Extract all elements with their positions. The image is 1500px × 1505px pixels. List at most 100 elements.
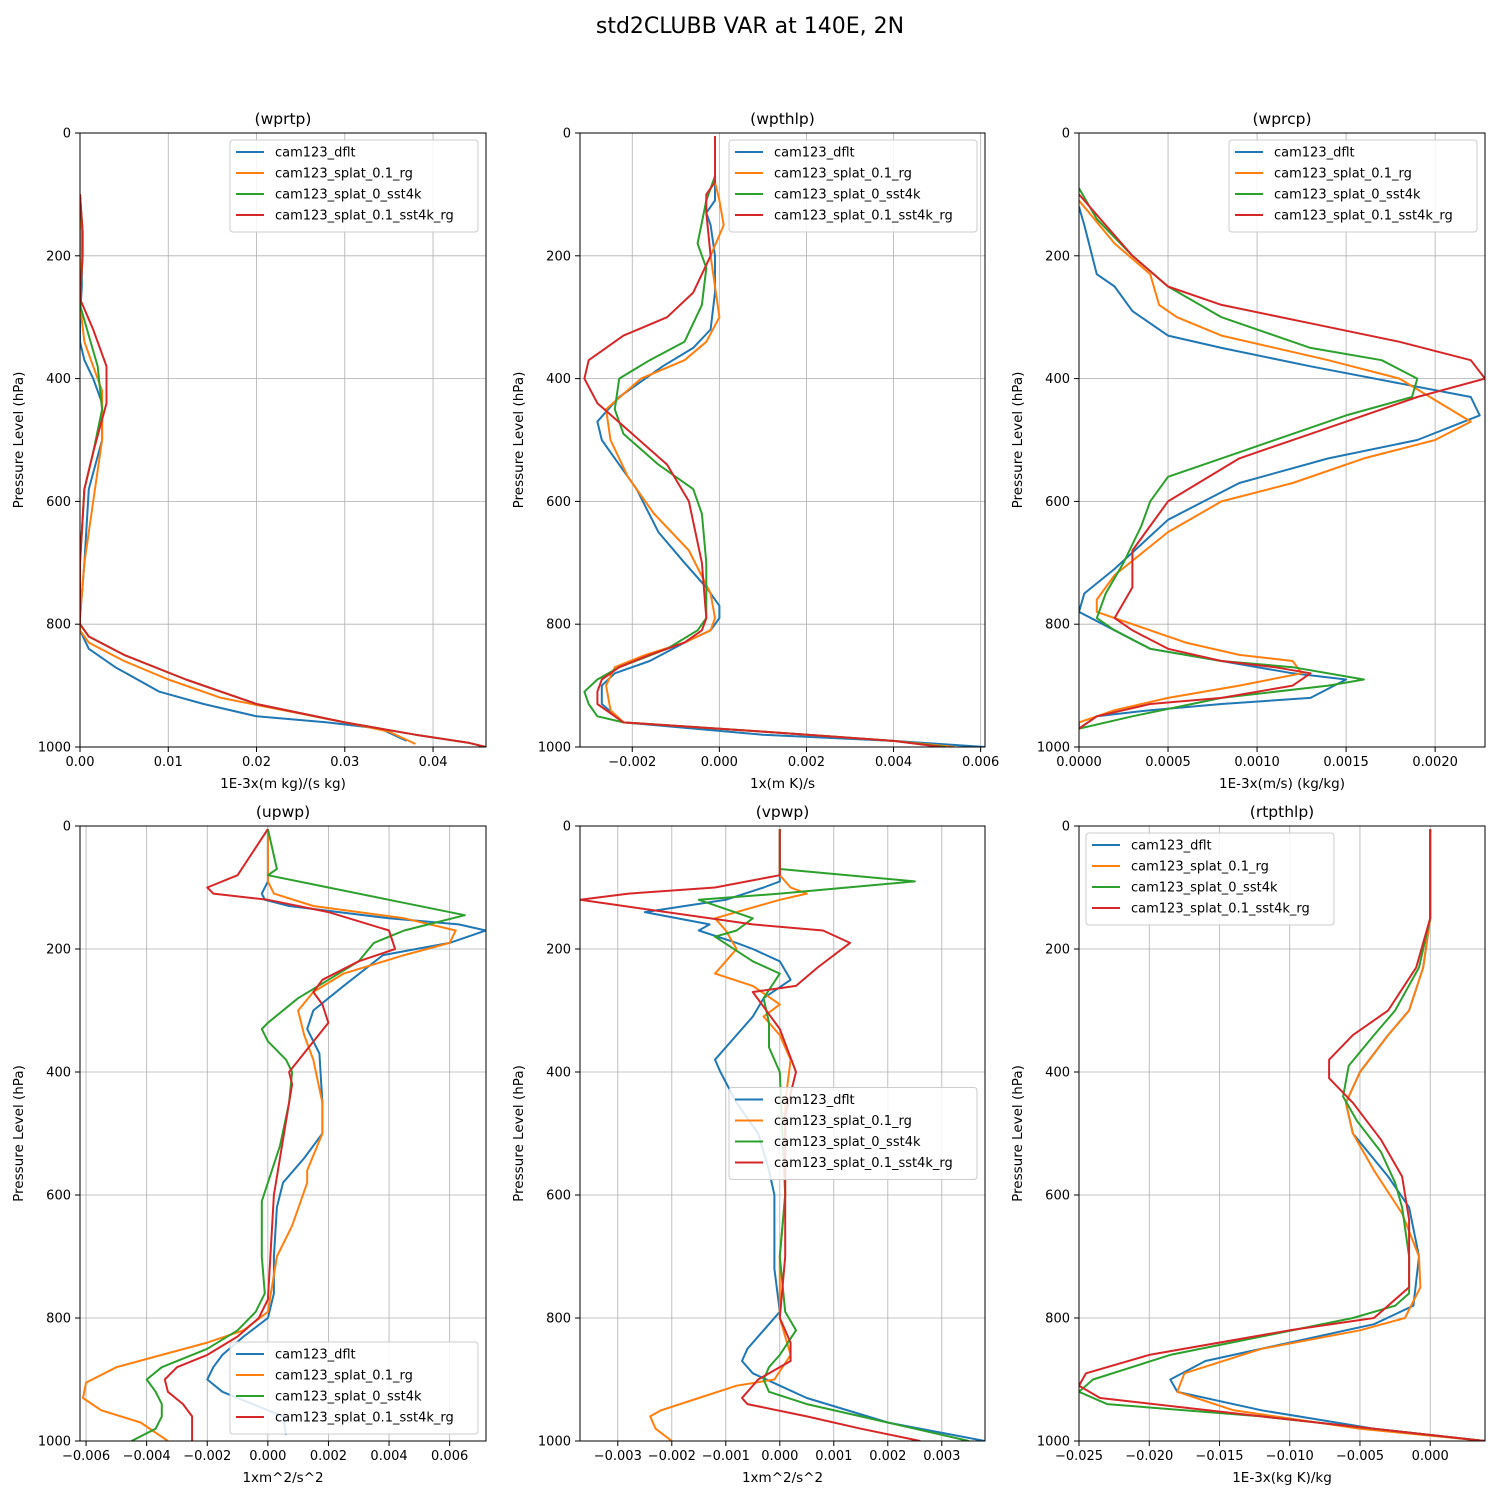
- series-line-cam123-splat-0-1-sst4k-rg: [1079, 193, 1485, 730]
- subplot-title: (vpwp): [756, 803, 810, 821]
- subplot-title: (wprtp): [255, 110, 312, 128]
- legend-label: cam123_splat_0_sst4k: [774, 1135, 921, 1150]
- axes-frame: [79, 132, 487, 748]
- legend-label: cam123_splat_0.1_sst4k_rg: [275, 209, 454, 224]
- x-tick-label: 0.01: [154, 755, 183, 770]
- legend-label: cam123_dflt: [1131, 839, 1212, 854]
- series-line-cam123-splat-0-1-rg: [1079, 199, 1472, 729]
- legend-frame: [229, 139, 479, 233]
- y-tick-label: 200: [46, 943, 71, 958]
- legend-frame: [1085, 832, 1335, 926]
- axes-frame: [79, 825, 487, 1442]
- y-axis-label: Pressure Level (hPa): [11, 1065, 27, 1202]
- legend-frame: [728, 139, 978, 233]
- x-tick-label: 0.000: [249, 1449, 286, 1464]
- subplot-upwp: −0.006 −0.004 −0.002 0.000 0.002 0.004 0.006 0 2…: [11, 803, 487, 1486]
- x-tick-label: −0.005: [1336, 1449, 1384, 1464]
- axes-frame: [1078, 132, 1486, 748]
- x-tick-label: 0.03: [330, 755, 359, 770]
- legend-label: cam123_splat_0.1_rg: [774, 1114, 912, 1129]
- y-tick-label: 1000: [38, 741, 71, 756]
- series-line-cam123-splat-0-1-rg: [1176, 829, 1485, 1441]
- y-tick-label: 200: [46, 249, 71, 264]
- subplot-rtpthlp: −0.025 −0.020 −0.015 −0.010 −0.005 0.000 0 200 4…: [1010, 803, 1486, 1486]
- x-tick-label: 0.002: [788, 755, 825, 770]
- x-tick-label: 0.003: [923, 1449, 960, 1464]
- x-tick-label: −0.003: [594, 1449, 642, 1464]
- x-axis-label: 1E-3x(m/s) (kg/kg): [1219, 776, 1345, 792]
- series-line-cam123-splat-0-sst4k: [583, 136, 946, 747]
- legend-frame: [728, 1087, 978, 1180]
- x-tick-label: 0.04: [419, 755, 448, 770]
- x-tick-label: −0.002: [183, 1449, 231, 1464]
- subplot-wprtp: 0.00 0.01 0.02 0.03 0.04 0 200 400 600 800 1000 (wp…: [11, 110, 487, 792]
- x-tick-label: 0.0000: [1056, 755, 1102, 770]
- series-line-cam123-splat-0-1-sst4k-rg: [1079, 829, 1485, 1441]
- series-line-cam123-splat-0-1-sst4k-rg: [80, 194, 486, 747]
- legend-label: cam123_splat_0.1_rg: [1274, 167, 1412, 182]
- axes-frame: [579, 132, 986, 748]
- subplot-title: (upwp): [256, 803, 310, 821]
- x-tick-label: 0.000: [1412, 1449, 1449, 1464]
- series-line-cam123-dflt: [1079, 206, 1481, 730]
- y-tick-label: 600: [1045, 1189, 1070, 1204]
- y-tick-label: 400: [546, 372, 571, 387]
- y-tick-label: 0: [1062, 127, 1070, 142]
- legend-label: cam123_splat_0_sst4k: [275, 188, 422, 203]
- legend-label: cam123_splat_0.1_sst4k_rg: [275, 1411, 454, 1426]
- y-axis-label: Pressure Level (hPa): [511, 372, 527, 509]
- series-line-cam123-splat-0-1-rg: [82, 829, 457, 1441]
- axes-frame: [579, 825, 986, 1442]
- legend-label: cam123_dflt: [275, 146, 356, 161]
- y-axis-label: Pressure Level (hPa): [11, 372, 27, 509]
- plot-area: [80, 133, 486, 747]
- x-tick-label: 0.02: [242, 755, 271, 770]
- subplot-title: (wpthlp): [750, 110, 815, 128]
- x-tick-label: −0.002: [648, 1449, 696, 1464]
- y-axis-label: Pressure Level (hPa): [1010, 1065, 1026, 1202]
- y-tick-label: 600: [546, 495, 571, 510]
- plot-area: [1079, 826, 1485, 1441]
- y-tick-label: 1000: [538, 1435, 571, 1450]
- x-tick-label: 0.0010: [1234, 755, 1280, 770]
- legend-label: cam123_dflt: [774, 146, 855, 161]
- x-tick-label: 0.006: [431, 1449, 468, 1464]
- legend-label: cam123_splat_0.1_sst4k_rg: [1274, 209, 1453, 224]
- y-tick-label: 1000: [1037, 1435, 1070, 1450]
- x-tick-label: 0.000: [701, 755, 738, 770]
- x-tick-label: 0.0005: [1145, 755, 1191, 770]
- y-tick-label: 400: [46, 372, 71, 387]
- legend-label: cam123_splat_0_sst4k: [1131, 881, 1278, 896]
- subplot-title: (rtpthlp): [1250, 803, 1314, 821]
- x-tick-label: 0.006: [962, 755, 999, 770]
- y-tick-label: 0: [63, 127, 71, 142]
- legend-label: cam123_dflt: [1274, 146, 1355, 161]
- y-tick-label: 800: [46, 1312, 71, 1327]
- y-tick-label: 600: [546, 1189, 571, 1204]
- y-tick-label: 800: [1045, 1312, 1070, 1327]
- subplot-title: (wprcp): [1252, 110, 1311, 128]
- x-tick-label: 0.002: [310, 1449, 347, 1464]
- subplot-wprcp: 0.0000 0.0005 0.0010 0.0015 0.0020 0 200 400 600…: [1010, 110, 1486, 792]
- y-tick-label: 200: [1045, 249, 1070, 264]
- y-tick-label: 1000: [538, 741, 571, 756]
- legend-label: cam123_splat_0_sst4k: [774, 188, 921, 203]
- legend-label: cam123_splat_0.1_rg: [275, 167, 413, 182]
- legend-frame: [229, 1341, 479, 1435]
- x-tick-label: 0.000: [761, 1449, 798, 1464]
- legend: cam123_dflt cam123_splat_0.1_rg cam123_spl…: [1228, 139, 1478, 233]
- series-line-cam123-splat-0-1-sst4k-rg: [163, 828, 397, 1441]
- series-line-cam123-splat-0-sst4k: [1079, 187, 1419, 730]
- legend: cam123_dflt cam123_splat_0.1_rg cam123_spl…: [229, 1341, 479, 1435]
- axes-frame: [1078, 825, 1486, 1442]
- y-tick-label: 400: [1045, 1066, 1070, 1081]
- x-tick-label: −0.015: [1195, 1449, 1243, 1464]
- series-line-cam123-splat-0-1-rg: [649, 829, 808, 1441]
- x-tick-label: −0.025: [1055, 1449, 1103, 1464]
- legend: cam123_dflt cam123_splat_0.1_rg cam123_spl…: [728, 139, 978, 233]
- legend-label: cam123_splat_0.1_rg: [275, 1369, 413, 1384]
- series-line-cam123-splat-0-sst4k: [1079, 829, 1485, 1441]
- legend-label: cam123_splat_0.1_sst4k_rg: [774, 1156, 953, 1171]
- x-tick-label: 0.004: [370, 1449, 407, 1464]
